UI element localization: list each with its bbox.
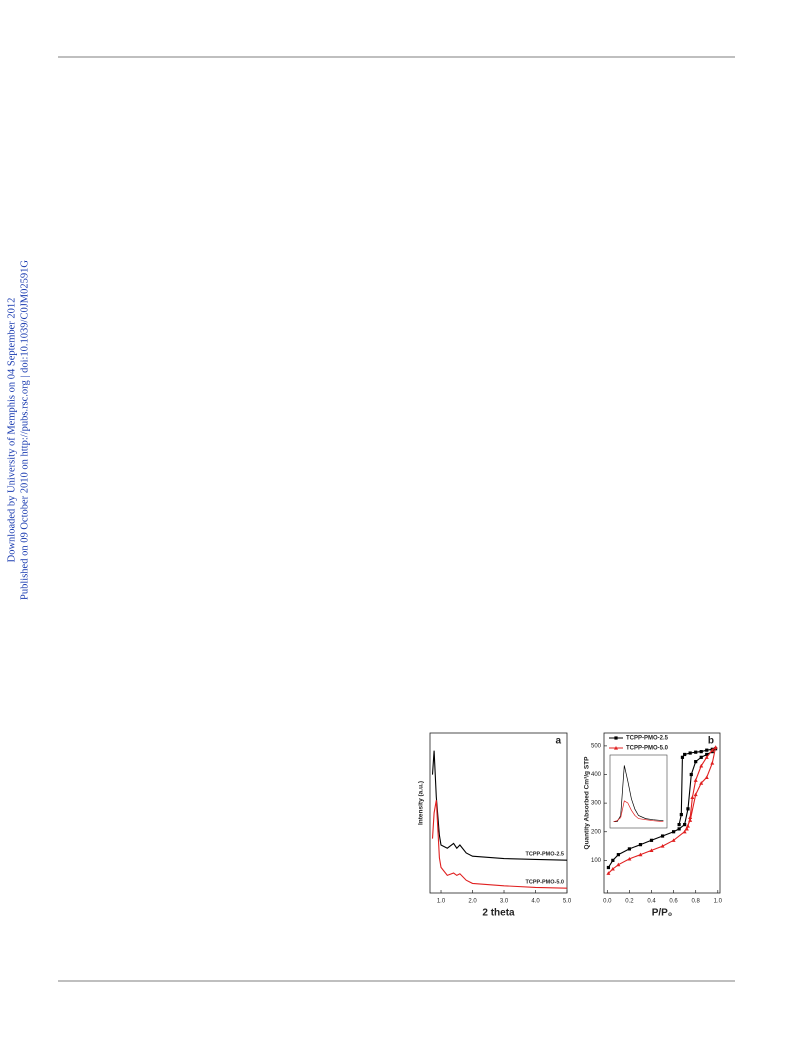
point <box>688 815 693 820</box>
point <box>610 866 615 871</box>
point <box>672 830 676 834</box>
point <box>710 761 715 765</box>
point <box>606 865 611 870</box>
point <box>660 844 665 848</box>
x-tick-label: 0.4 <box>647 899 656 905</box>
x-tick-label: 3.0 <box>500 899 509 905</box>
point <box>686 807 690 811</box>
point <box>694 750 698 754</box>
series-label: TCPP-PMO-2.5 <box>525 852 564 858</box>
x-tick-label: 4.0 <box>531 899 540 905</box>
publish-note: Published on 09 October 2010 on http://p… <box>19 260 30 600</box>
point <box>677 822 681 827</box>
point <box>699 755 703 759</box>
series-line <box>431 800 568 889</box>
point <box>693 778 698 782</box>
y-tick-label: 200 <box>591 829 602 835</box>
point <box>705 748 709 752</box>
point <box>677 827 681 831</box>
x-tick-label: 1.0 <box>437 899 446 905</box>
point <box>713 745 718 749</box>
inset-line <box>613 765 664 823</box>
x-axis-label: P/P₀ <box>652 908 673 919</box>
y-axis-label: Quantity Absorbed Cm³/g STP <box>584 756 591 850</box>
x-tick-label: 0.2 <box>625 899 634 905</box>
panel-letter: b <box>708 736 714 747</box>
legend-label: TCPP-PMO-2.5 <box>626 736 669 742</box>
point <box>693 792 698 797</box>
plot-frame <box>603 732 721 894</box>
point <box>699 750 703 754</box>
point <box>606 871 611 875</box>
inset-frame <box>609 754 668 829</box>
y-tick-label: 400 <box>591 772 602 778</box>
point <box>627 847 632 851</box>
y-tick-label: 100 <box>591 858 602 864</box>
point <box>688 818 693 822</box>
point <box>649 848 654 852</box>
point <box>685 824 690 828</box>
legend-marker <box>614 736 618 740</box>
point <box>627 856 632 861</box>
point <box>688 751 692 755</box>
point <box>683 822 687 827</box>
point <box>679 812 683 817</box>
point <box>704 775 709 779</box>
legend-label: TCPP-PMO-5.0 <box>626 746 669 752</box>
point <box>680 755 685 759</box>
point <box>649 838 654 842</box>
point <box>638 843 643 847</box>
point <box>616 853 620 857</box>
inset-line <box>613 800 664 823</box>
x-tick-label: 0.6 <box>669 899 678 905</box>
x-tick-label: 0.0 <box>603 899 612 905</box>
x-tick-label: 2.0 <box>468 899 477 905</box>
point <box>699 781 704 785</box>
point <box>638 852 643 857</box>
point <box>660 834 665 838</box>
y-tick-label: 300 <box>591 801 602 807</box>
point <box>705 752 709 757</box>
point <box>671 838 676 842</box>
point <box>684 826 689 831</box>
point <box>704 755 709 759</box>
x-tick-label: 5.0 <box>563 899 572 905</box>
point <box>690 795 695 800</box>
point <box>683 752 687 757</box>
point <box>611 858 615 862</box>
point <box>689 772 693 777</box>
y-tick-label: 500 <box>591 743 602 749</box>
point <box>699 763 704 768</box>
legend-marker <box>614 746 618 750</box>
x-tick-label: 1.0 <box>714 899 723 905</box>
point <box>694 760 698 764</box>
point <box>682 829 687 834</box>
plot-frame <box>429 732 568 894</box>
y-axis-label: Intensity (a.u.) <box>418 781 425 825</box>
panel-letter: a <box>555 736 561 747</box>
point <box>710 748 715 752</box>
download-note: Downloaded by University of Memphis on 0… <box>6 298 17 563</box>
x-axis-label: 2 theta <box>482 908 515 919</box>
series-line <box>431 750 568 861</box>
x-tick-label: 0.8 <box>692 899 701 905</box>
series-label: TCPP-PMO-5.0 <box>525 880 564 886</box>
point <box>616 862 621 867</box>
